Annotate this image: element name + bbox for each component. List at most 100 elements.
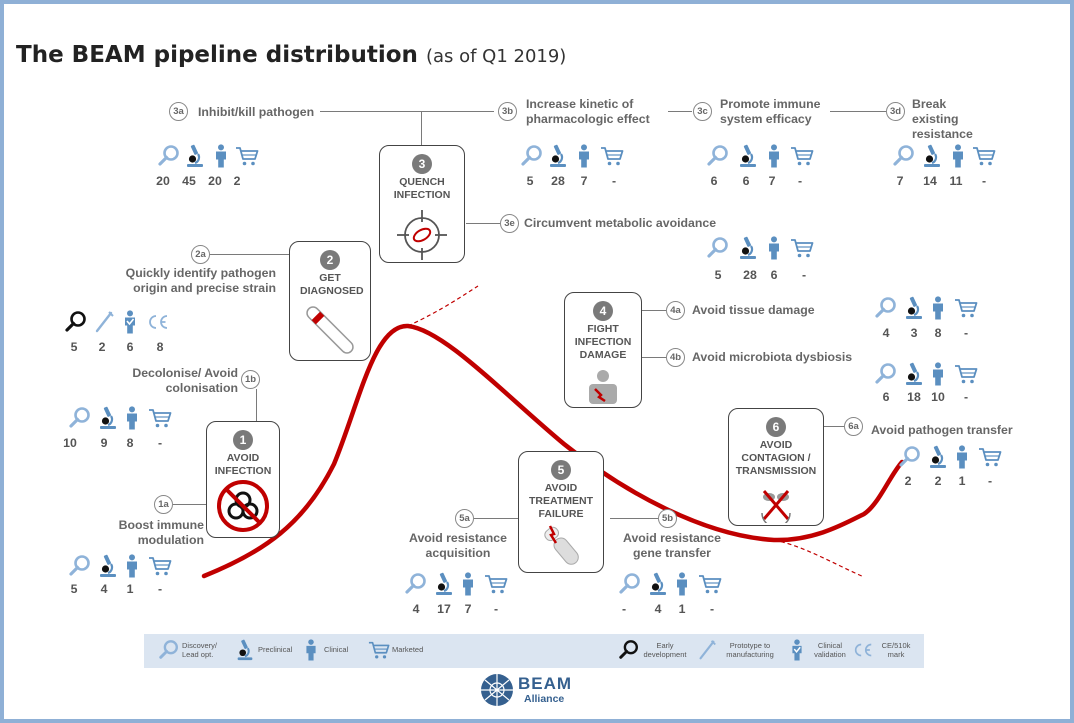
icons-5b [618,572,728,598]
person-icon [946,144,970,168]
value-clinical: 8 [934,326,942,340]
value-marketed: - [157,582,163,596]
value-marketed: - [709,602,715,616]
values-1a: 5 4 1 - [62,582,172,598]
icons-3d [892,144,1002,170]
value-marketed: - [611,174,617,188]
microscope-icon [96,406,120,430]
icons-2a [64,310,174,336]
stage-number-5: 5 [551,460,571,480]
stage-box-6: 6 AVOID CONTAGION / TRANSMISSION [728,408,824,526]
magnifier-icon [898,445,922,469]
connector-5b [610,518,658,519]
legend-label: Early development [643,641,687,659]
magnifier-icon [520,144,544,168]
value-discovery: 5 [714,268,722,282]
values-1b: 10 9 8 - [58,436,168,452]
value-discovery: 5 [526,174,534,188]
values-4a: 4 3 8 - [874,326,984,342]
value-discovery: - [621,602,627,616]
value-clinical: 6 [770,268,778,282]
cart-icon [148,554,172,578]
value-marketed: - [963,390,969,404]
person-icon [209,144,233,168]
beam-alliance-logo: BEAM Alliance [480,671,600,711]
value-preclinical: 28 [743,268,757,282]
label-1b: Decolonise/ Avoid colonisation [132,366,238,395]
value-preclinical: 4 [654,602,662,616]
logo-word-alliance: Alliance [524,693,565,705]
ce-mark-icon [852,639,874,661]
value-preclinical: 6 [742,174,750,188]
icons-4a [874,296,984,322]
stage-number-3: 3 [412,154,432,174]
label-3e: Circumvent metabolic avoidance [524,216,717,230]
cart-icon [978,445,1002,469]
cart-icon [790,236,814,260]
icons-4b [874,362,984,388]
magnifier-icon [618,572,642,596]
legend-label: CE/510k mark [881,641,911,659]
clinical-validation-icon [786,639,808,661]
stage-label-6: AVOID CONTAGION / TRANSMISSION [735,439,817,477]
magnifier-icon [404,572,428,596]
value-preclinical: 3 [910,326,918,340]
value-clinical: 1 [678,602,686,616]
connector-1a [173,504,206,505]
stage-box-5: 5 AVOID TREATMENT FAILURE [518,451,604,573]
tag-6a: 6a [844,417,863,436]
value-marketed: - [801,268,807,282]
cart-icon [698,572,722,596]
cart-icon [954,296,978,320]
tag-3a: 3a [169,102,188,121]
value-marketed: - [493,602,499,616]
icons-1a [68,554,178,580]
stage-number-4: 4 [593,301,613,321]
person-icon [926,362,950,386]
stage-label-3: QUENCH INFECTION [393,176,451,201]
value-discovery: 4 [882,326,890,340]
magnifier-icon [874,362,898,386]
value-clinical: 10 [931,390,945,404]
stage-label-1: AVOID INFECTION [214,452,272,477]
legend-label: Clinical validation [814,641,846,659]
tag-2a: 2a [191,245,210,264]
pipette-icon [696,639,718,661]
person-icon [762,236,786,260]
tag-4a: 4a [666,301,685,320]
target-bacterium-icon [397,210,447,260]
black-magnifier-icon [618,639,640,661]
value-prototype: 2 [98,340,106,354]
microscope-icon [234,639,256,661]
blocked-transmission-icon [761,490,791,523]
icons-3b [520,144,630,170]
magnifier-icon [874,296,898,320]
value-early-development: 5 [70,340,78,354]
label-4a: Avoid tissue damage [692,303,815,317]
legend-label: Prototype to manufacturing [726,641,774,659]
page-subtitle: (as of Q1 2019) [425,46,567,67]
magnifier-icon [706,236,730,260]
person-icon [572,144,596,168]
label-3a: Inhibit/kill pathogen [198,105,321,120]
cart-icon [954,362,978,386]
label-3c: Promote immune system efficacy [720,97,821,126]
magnifier-icon [706,144,730,168]
value-ce-mark: 8 [156,340,164,354]
stage-box-1: 1 AVOID INFECTION [206,421,280,538]
tag-3b: 3b [498,102,517,121]
person-icon [670,572,694,596]
stage-box-2: 2 GET DIAGNOSED [289,241,371,361]
microscope-icon [736,236,760,260]
microscope-icon [183,144,207,168]
connector-5a [474,518,518,519]
microscope-icon [902,362,926,386]
connector-4b [642,357,666,358]
value-marketed: - [797,174,803,188]
label-3d: Break existing resistance [912,97,973,141]
value-clinical: 1 [958,474,966,488]
legend-label: Discovery/ Lead opt. [182,641,218,659]
value-discovery: 20 [156,174,170,188]
pipette-icon [92,310,116,334]
damaged-patient-icon [589,370,617,404]
